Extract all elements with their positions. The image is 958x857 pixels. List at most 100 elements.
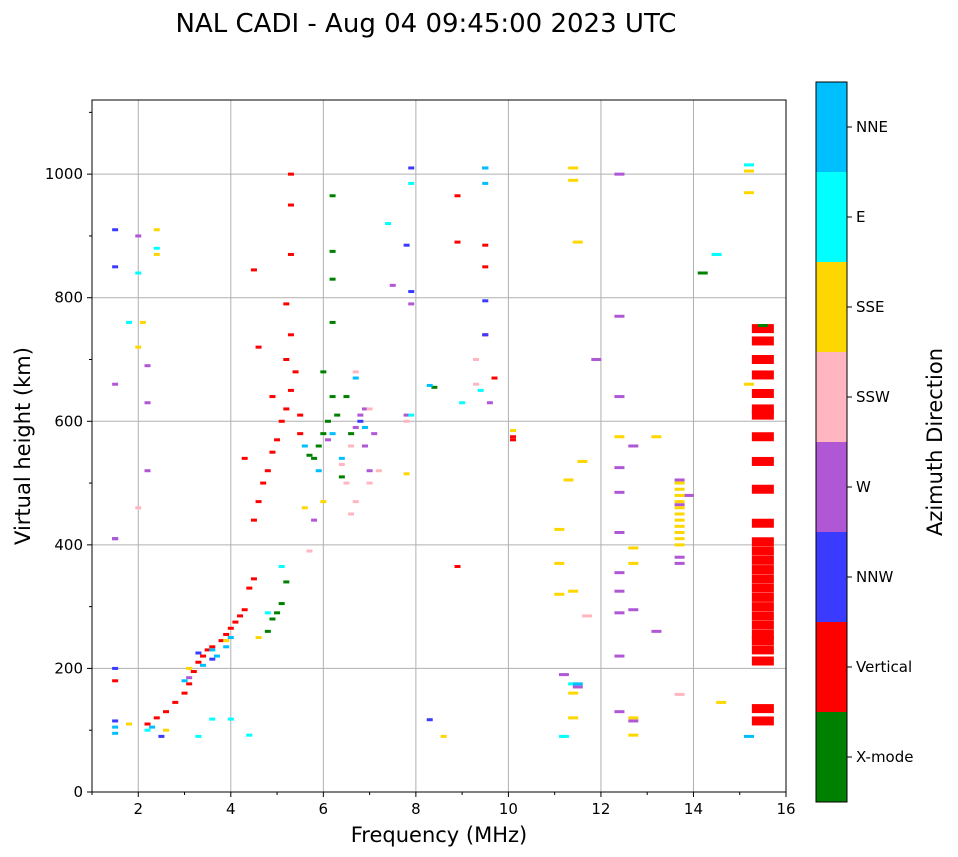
data-point-e bbox=[408, 181, 415, 185]
x-tick-label: 6 bbox=[319, 800, 329, 818]
data-point-vertical bbox=[751, 716, 774, 726]
data-point-x-mode bbox=[329, 194, 336, 198]
data-point-vertical bbox=[751, 484, 774, 494]
data-point-sse bbox=[674, 518, 685, 522]
data-point-vertical bbox=[264, 469, 271, 473]
data-point-vertical bbox=[751, 404, 774, 414]
data-point-ssw bbox=[582, 614, 593, 618]
data-point-sse bbox=[554, 561, 565, 565]
colorbar-tick-label: Vertical bbox=[856, 658, 912, 676]
data-point-vertical bbox=[751, 555, 774, 565]
data-point-vertical bbox=[751, 324, 774, 334]
x-tick-label: 8 bbox=[411, 800, 421, 818]
data-point-w bbox=[186, 676, 193, 680]
data-point-vertical bbox=[250, 577, 257, 581]
data-point-w bbox=[628, 608, 639, 612]
data-point-vertical bbox=[283, 302, 290, 306]
data-point-w bbox=[674, 555, 685, 559]
data-point-vertical bbox=[751, 336, 774, 346]
data-point-vertical bbox=[274, 438, 281, 442]
data-point-w bbox=[591, 358, 602, 361]
data-point-nnw bbox=[482, 299, 489, 303]
data-point-e bbox=[459, 401, 466, 405]
data-point-sse bbox=[440, 734, 447, 738]
data-point-x-mode bbox=[329, 320, 336, 324]
data-point-sse bbox=[743, 169, 754, 173]
data-point-sse bbox=[139, 320, 146, 324]
data-point-vertical bbox=[510, 435, 517, 439]
y-tick-label: 1000 bbox=[45, 165, 83, 183]
data-point-w bbox=[311, 518, 318, 522]
data-point-x-mode bbox=[329, 249, 336, 253]
data-point-ssw bbox=[366, 407, 373, 411]
data-point-vertical bbox=[163, 710, 170, 714]
data-point-vertical bbox=[751, 456, 774, 466]
data-point-vertical bbox=[751, 636, 774, 646]
data-point-vertical bbox=[751, 611, 774, 621]
data-point-nne bbox=[301, 444, 308, 448]
data-point-ssw bbox=[403, 419, 410, 423]
data-points-layer bbox=[112, 163, 774, 738]
data-point-e bbox=[227, 717, 234, 721]
data-point-sse bbox=[743, 191, 754, 195]
data-point-w bbox=[144, 364, 151, 368]
y-tick-label: 800 bbox=[54, 289, 83, 307]
data-point-vertical bbox=[292, 370, 299, 374]
data-point-vertical bbox=[287, 172, 294, 176]
data-point-nne bbox=[482, 166, 489, 170]
data-point-nne bbox=[572, 682, 583, 686]
data-point-vertical bbox=[482, 243, 489, 247]
colorbar-tick-label: W bbox=[856, 478, 871, 496]
data-point-vertical bbox=[751, 432, 774, 442]
data-point-sse bbox=[674, 487, 685, 491]
data-point-vertical bbox=[269, 450, 276, 454]
data-point-sse bbox=[568, 166, 579, 170]
data-point-vertical bbox=[153, 716, 160, 720]
data-point-e bbox=[743, 163, 754, 167]
data-point-x-mode bbox=[278, 602, 285, 606]
data-point-ssw bbox=[306, 549, 313, 553]
data-point-nne bbox=[223, 645, 230, 649]
data-point-sse bbox=[568, 178, 579, 182]
data-point-ssw bbox=[674, 692, 685, 696]
colorbar-segment bbox=[816, 82, 847, 172]
data-point-ssw bbox=[338, 463, 345, 467]
data-point-sse bbox=[554, 592, 565, 596]
grid-layer bbox=[92, 100, 787, 793]
data-point-sse bbox=[716, 700, 727, 704]
data-point-e bbox=[144, 728, 151, 732]
data-point-sse bbox=[628, 716, 639, 720]
data-point-w bbox=[614, 571, 625, 575]
data-point-e bbox=[209, 717, 216, 721]
colorbar-segment bbox=[816, 712, 847, 802]
data-point-vertical bbox=[218, 639, 225, 643]
data-point-e bbox=[477, 388, 484, 392]
colorbar-segment bbox=[816, 172, 847, 262]
data-point-vertical bbox=[287, 252, 294, 256]
data-point-nne bbox=[743, 734, 754, 738]
y-tick-label: 600 bbox=[54, 412, 83, 430]
data-point-sse bbox=[301, 506, 308, 510]
data-point-sse bbox=[628, 733, 639, 737]
data-point-sse bbox=[255, 636, 262, 640]
data-point-vertical bbox=[751, 546, 774, 556]
data-point-e bbox=[264, 611, 271, 615]
data-point-nnw bbox=[408, 166, 415, 170]
data-point-sse bbox=[403, 472, 410, 476]
data-point-sse bbox=[651, 435, 662, 439]
data-point-w bbox=[144, 469, 151, 473]
x-tick-label: 16 bbox=[776, 800, 795, 818]
data-point-x-mode bbox=[324, 419, 331, 423]
data-point-nnw bbox=[158, 734, 165, 738]
data-point-ssw bbox=[348, 444, 355, 448]
data-point-e bbox=[558, 734, 569, 738]
data-point-w bbox=[614, 490, 625, 494]
data-point-nne bbox=[227, 636, 234, 640]
data-point-sse bbox=[674, 481, 685, 485]
data-point-w bbox=[486, 401, 493, 405]
data-point-sse bbox=[510, 429, 517, 433]
data-point-x-mode bbox=[338, 475, 345, 479]
data-point-w bbox=[614, 531, 625, 534]
data-point-vertical bbox=[269, 395, 276, 399]
data-point-x-mode bbox=[697, 271, 708, 275]
